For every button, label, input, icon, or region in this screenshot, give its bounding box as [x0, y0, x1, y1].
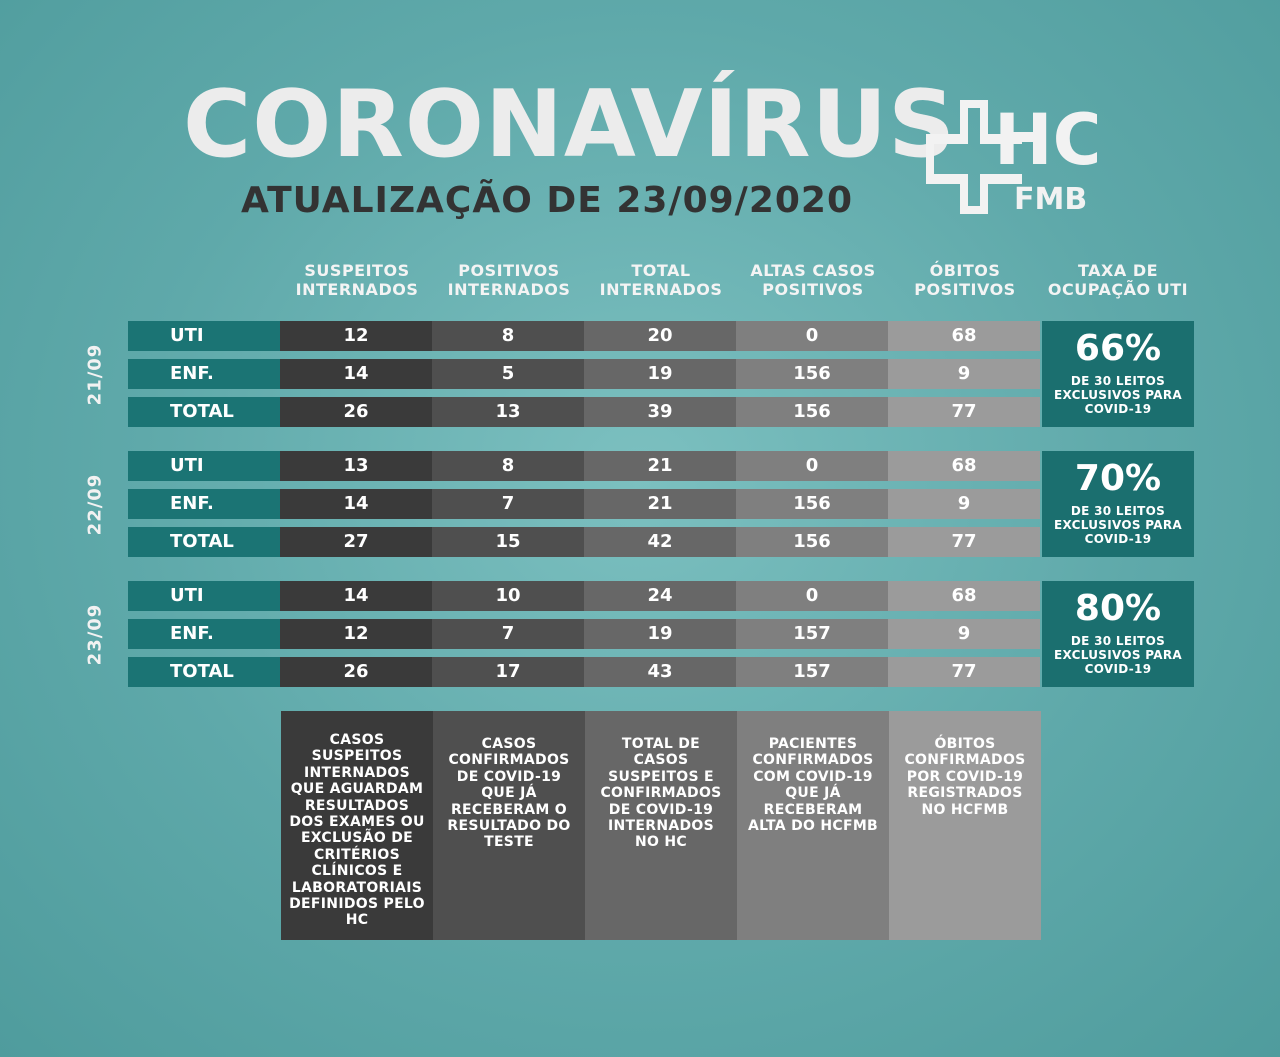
cell-suspeitos: 26 — [280, 657, 432, 687]
cell-altas: 0 — [736, 451, 888, 481]
group-23-09: 23/09 UTI 14 10 24 0 68 ENF. 12 7 19 157… — [85, 581, 1194, 687]
occupancy-percent: 66% — [1074, 328, 1162, 369]
col-suspeitos-header: SUSPEITOS INTERNADOS — [295, 261, 419, 299]
occupancy-percent: 80% — [1074, 588, 1162, 629]
row-label: TOTAL — [128, 397, 280, 427]
cell-positivos: 15 — [432, 527, 584, 557]
cell-positivos: 10 — [432, 581, 584, 611]
cell-suspeitos: 14 — [280, 359, 432, 389]
cell-total: 19 — [584, 359, 736, 389]
date-label: 21/09 — [84, 343, 106, 405]
cell-total: 21 — [584, 451, 736, 481]
cell-obitos: 9 — [888, 619, 1040, 649]
date-label: 22/09 — [84, 473, 106, 535]
legend-altas: PACIENTES CONFIRMADOS COM COVID-19 QUE J… — [737, 711, 889, 940]
row-label: ENF. — [128, 489, 280, 519]
cell-altas: 156 — [736, 359, 888, 389]
cell-total: 19 — [584, 619, 736, 649]
cell-positivos: 8 — [432, 451, 584, 481]
cell-suspeitos: 14 — [280, 489, 432, 519]
table-row: UTI 12 8 20 0 68 — [128, 321, 1040, 351]
cell-altas: 157 — [736, 657, 888, 687]
legend-total: TOTAL DE CASOS SUSPEITOS E CONFIRMADOS D… — [585, 711, 737, 940]
row-label: TOTAL — [128, 657, 280, 687]
legend-obitos: ÓBITOS CONFIRMADOS POR COVID-19 REGISTRA… — [889, 711, 1041, 940]
cell-altas: 156 — [736, 397, 888, 427]
row-label: ENF. — [128, 359, 280, 389]
table-row: TOTAL 27 15 42 156 77 — [128, 527, 1040, 557]
col-altas-header: ALTAS CASOS POSITIVOS — [750, 261, 876, 299]
col-taxa-header: TAXA DE OCUPAÇÃO UTI — [1047, 261, 1189, 299]
cell-suspeitos: 27 — [280, 527, 432, 557]
group-21-09: 21/09 UTI 12 8 20 0 68 ENF. 14 5 19 156 … — [85, 321, 1194, 427]
cell-obitos: 9 — [888, 489, 1040, 519]
date-label: 23/09 — [84, 603, 106, 665]
col-total-header: TOTAL INTERNADOS — [599, 261, 723, 299]
cell-suspeitos: 13 — [280, 451, 432, 481]
cell-altas: 156 — [736, 527, 888, 557]
cell-altas: 0 — [736, 321, 888, 351]
hcfmb-logo: HC FMB — [926, 99, 1097, 214]
cell-altas: 157 — [736, 619, 888, 649]
uti-occupancy-box: 80% DE 30 LEITOS EXCLUSIVOS PARA COVID-1… — [1042, 581, 1194, 687]
cell-obitos: 68 — [888, 581, 1040, 611]
group-22-09: 22/09 UTI 13 8 21 0 68 ENF. 14 7 21 156 … — [85, 451, 1194, 557]
table-row: ENF. 14 7 21 156 9 — [128, 489, 1040, 519]
cell-positivos: 7 — [432, 619, 584, 649]
update-date-subtitle: ATUALIZAÇÃO DE 23/09/2020 — [241, 180, 854, 221]
cell-positivos: 13 — [432, 397, 584, 427]
col-positivos-header: POSITIVOS INTERNADOS — [447, 261, 571, 299]
cell-positivos: 7 — [432, 489, 584, 519]
cell-obitos: 68 — [888, 321, 1040, 351]
row-label: UTI — [128, 451, 280, 481]
table-row: TOTAL 26 17 43 157 77 — [128, 657, 1040, 687]
cell-obitos: 77 — [888, 527, 1040, 557]
cell-total: 39 — [584, 397, 736, 427]
cell-altas: 0 — [736, 581, 888, 611]
page-title: CORONAVÍRUS — [183, 70, 957, 178]
legend-positivos: CASOS CONFIRMADOS DE COVID-19 QUE JÁ REC… — [433, 711, 585, 940]
occupancy-description: DE 30 LEITOS EXCLUSIVOS PARA COVID-19 — [1053, 504, 1182, 546]
cell-positivos: 17 — [432, 657, 584, 687]
cell-total: 43 — [584, 657, 736, 687]
occupancy-description: DE 30 LEITOS EXCLUSIVOS PARA COVID-19 — [1053, 374, 1182, 416]
occupancy-description: DE 30 LEITOS EXCLUSIVOS PARA COVID-19 — [1053, 634, 1182, 676]
cell-altas: 156 — [736, 489, 888, 519]
col-obitos-header: ÓBITOS POSITIVOS — [914, 261, 1016, 299]
row-label: UTI — [128, 321, 280, 351]
cell-suspeitos: 12 — [280, 321, 432, 351]
cell-total: 24 — [584, 581, 736, 611]
row-label: TOTAL — [128, 527, 280, 557]
table-row: UTI 14 10 24 0 68 — [128, 581, 1040, 611]
logo-hc-text: HC — [994, 99, 1097, 181]
cell-obitos: 9 — [888, 359, 1040, 389]
cell-total: 21 — [584, 489, 736, 519]
row-label: UTI — [128, 581, 280, 611]
cell-obitos: 77 — [888, 657, 1040, 687]
legend-suspeitos: CASOS SUSPEITOS INTERNADOS QUE AGUARDAM … — [281, 711, 433, 940]
cell-positivos: 5 — [432, 359, 584, 389]
table-row: UTI 13 8 21 0 68 — [128, 451, 1040, 481]
cell-obitos: 77 — [888, 397, 1040, 427]
cell-suspeitos: 26 — [280, 397, 432, 427]
uti-occupancy-box: 66% DE 30 LEITOS EXCLUSIVOS PARA COVID-1… — [1042, 321, 1194, 427]
cell-suspeitos: 12 — [280, 619, 432, 649]
occupancy-percent: 70% — [1074, 458, 1162, 499]
row-label: ENF. — [128, 619, 280, 649]
logo-fmb-text: FMB — [1014, 182, 1087, 214]
cell-positivos: 8 — [432, 321, 584, 351]
table-row: ENF. 12 7 19 157 9 — [128, 619, 1040, 649]
uti-occupancy-box: 70% DE 30 LEITOS EXCLUSIVOS PARA COVID-1… — [1042, 451, 1194, 557]
cell-total: 42 — [584, 527, 736, 557]
cell-obitos: 68 — [888, 451, 1040, 481]
table-row: ENF. 14 5 19 156 9 — [128, 359, 1040, 389]
cell-suspeitos: 14 — [280, 581, 432, 611]
table-row: TOTAL 26 13 39 156 77 — [128, 397, 1040, 427]
cell-total: 20 — [584, 321, 736, 351]
